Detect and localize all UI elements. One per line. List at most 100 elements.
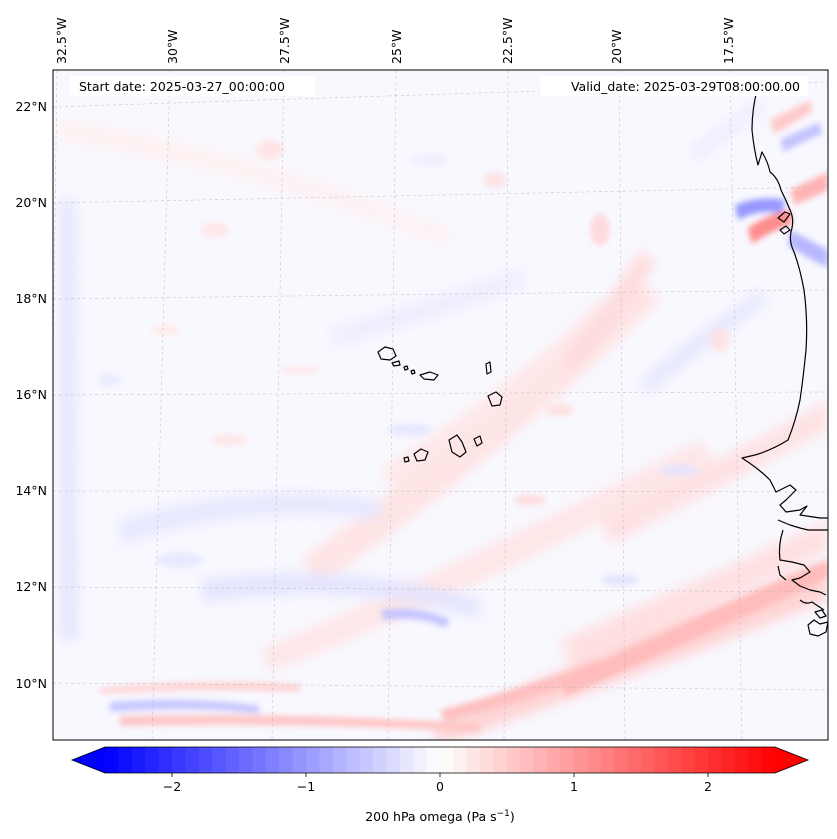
colorbar-cell: [413, 747, 428, 773]
island-santa-luzia: [403, 365, 409, 371]
valid-date-background: [540, 76, 808, 96]
colorbar-cell: [426, 747, 441, 773]
colorbar-cell: [493, 747, 508, 773]
colorbar-cell: [292, 747, 307, 773]
colorbar-label-exponent: −1: [497, 809, 510, 819]
colorbar-cell: [346, 747, 361, 773]
colorbar-cell: [533, 747, 548, 773]
colorbar-cell: [373, 747, 387, 773]
omega-field: [60, 100, 828, 740]
colorbar-high-extension: [775, 747, 808, 773]
lat-label-16n: 16°N: [15, 387, 47, 402]
colorbar-cell: [600, 747, 615, 773]
colorbar-cell: [279, 747, 294, 773]
colorbar-cell: [198, 747, 213, 773]
colorbar-tick-label: 2: [704, 779, 712, 794]
latitude-labels: 22°N 20°N 18°N 16°N 14°N 12°N 10°N: [15, 99, 47, 691]
lon-label-32-5w: 32.5°W: [54, 18, 69, 64]
lat-label-18n: 18°N: [15, 291, 47, 306]
lon-label-25w: 25°W: [389, 29, 404, 64]
colorbar-cell: [172, 747, 186, 773]
graticule: [53, 70, 828, 740]
colorbar-cell: [225, 747, 240, 773]
colorbar-tick-label: −2: [163, 779, 181, 794]
colorbar-cell: [480, 747, 495, 773]
colorbar-cell: [748, 747, 763, 773]
start-date-box: Start date: 2025-03-27_00:00:00: [70, 76, 315, 96]
colorbar-cell: [158, 747, 173, 773]
lon-label-27-5w: 27.5°W: [277, 18, 292, 64]
colorbar-cell: [587, 747, 602, 773]
colorbar-cell: [627, 747, 642, 773]
colorbar-cell: [453, 747, 468, 773]
map-frame: [52, 69, 829, 741]
longitude-labels: 32.5°W 30°W 27.5°W 25°W 22.5°W 20°W 17.5…: [54, 18, 736, 64]
coastline: [741, 89, 828, 637]
colorbar-cell: [681, 747, 696, 773]
colorbar-cell: [547, 747, 562, 773]
colorbar-cell: [319, 747, 334, 773]
colorbar-cell: [145, 747, 160, 773]
colorbar-cell: [721, 747, 736, 773]
colorbar-cell: [466, 747, 481, 773]
island-sal: [485, 361, 492, 375]
colorbar-cell: [131, 747, 146, 773]
colorbar-tick-label: −1: [297, 779, 315, 794]
colorbar-cell: [306, 747, 320, 773]
colorbar-cell: [265, 747, 280, 773]
colorbar-cell: [614, 747, 629, 773]
colorbar-cell: [359, 747, 374, 773]
island-santiago: [448, 434, 467, 458]
colorbar-label: 200 hPa omega (Pa s−1): [365, 809, 515, 824]
colorbar-cell: [560, 747, 575, 773]
colorbar-cell: [332, 747, 347, 773]
colorbar-cell: [118, 747, 133, 773]
colorbar-cell: [641, 747, 655, 773]
lon-label-22-5w: 22.5°W: [500, 18, 515, 64]
colorbar-cell: [761, 747, 776, 773]
valid-date-text: Valid_date: 2025-03-29T08:00:00.00: [571, 79, 800, 94]
colorbar-cell: [574, 747, 588, 773]
lat-label-12n: 12°N: [15, 579, 47, 594]
colorbar-cell: [105, 747, 119, 773]
lon-label-20w: 20°W: [609, 29, 624, 64]
lat-label-10n: 10°N: [15, 676, 47, 691]
island-sao-nicolau: [419, 371, 439, 381]
lon-label-17-5w: 17.5°W: [721, 18, 736, 64]
colorbar-tick-label: 1: [570, 779, 578, 794]
colorbar-cell: [654, 747, 669, 773]
valid-date-box: Valid_date: 2025-03-29T08:00:00.00: [540, 76, 808, 96]
lat-label-22n: 22°N: [15, 99, 47, 114]
lat-label-14n: 14°N: [15, 483, 47, 498]
colorbar-cell: [185, 747, 200, 773]
colorbar-cell: [734, 747, 749, 773]
colorbar-cell: [239, 747, 253, 773]
colorbar-cells: [105, 747, 776, 773]
colorbar-cell: [694, 747, 709, 773]
island-brava: [403, 456, 410, 463]
island-fogo: [413, 448, 429, 462]
colorbar-cell: [667, 747, 682, 773]
island-santo-antao: [377, 346, 397, 361]
island-boa-vista: [487, 391, 503, 407]
start-date-background: [70, 76, 315, 96]
colorbar-label-suffix: ): [510, 809, 515, 824]
cape-verde-islands: [377, 346, 503, 463]
colorbar-ticks: −2 −1 0 1 2: [163, 773, 712, 794]
colorbar-cell: [708, 747, 722, 773]
colorbar-cell: [386, 747, 401, 773]
lat-label-20n: 20°N: [15, 195, 47, 210]
colorbar-cell: [212, 747, 227, 773]
colorbar-low-extension: [72, 747, 105, 773]
island-raso: [410, 369, 416, 375]
colorbar-tick-label: 0: [436, 779, 444, 794]
colorbar-cell: [252, 747, 267, 773]
colorbar-cell: [399, 747, 414, 773]
island-maio: [473, 435, 483, 447]
colorbar: −2 −1 0 1 2 200 hPa omega (Pa s−1): [70, 746, 810, 824]
colorbar-cell: [440, 747, 454, 773]
colorbar-outline: [70, 746, 810, 774]
map-panel[interactable]: Start date: 2025-03-27_00:00:00 Valid_da…: [48, 69, 829, 745]
